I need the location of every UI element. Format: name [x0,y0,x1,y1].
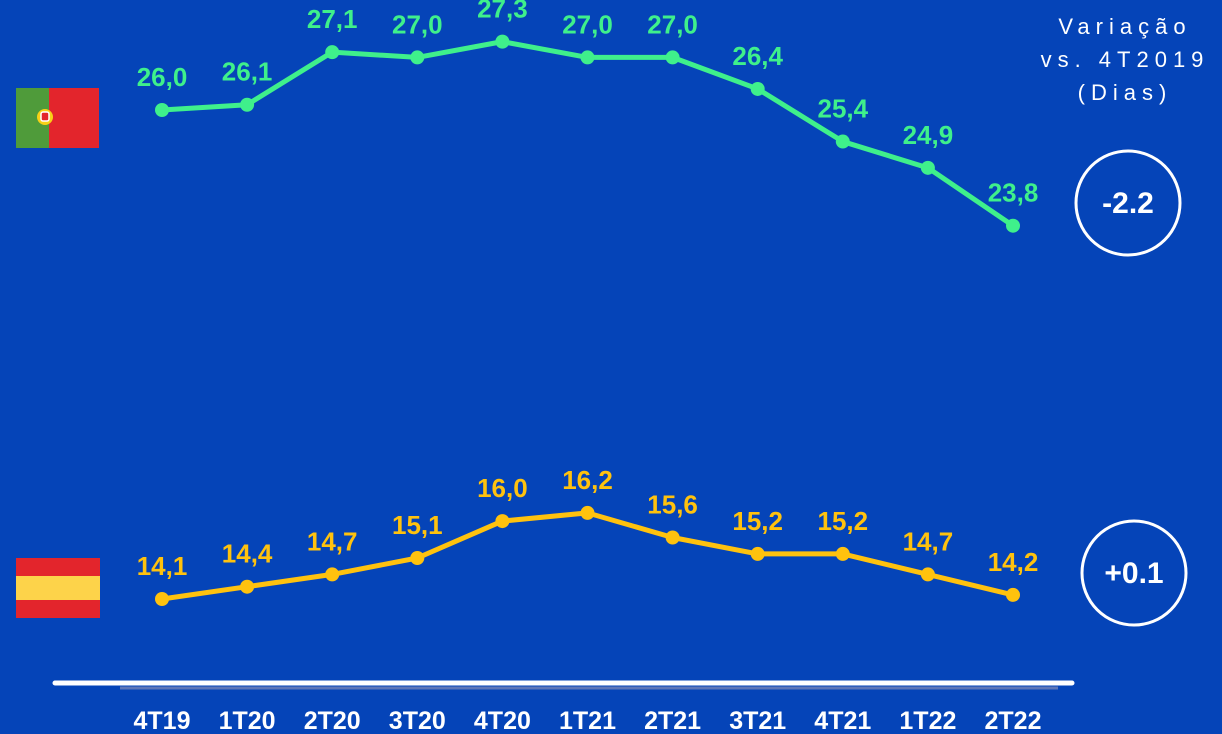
data-point [155,592,169,606]
data-point [155,103,169,117]
data-label: 16,2 [562,465,613,495]
data-label: 26,4 [732,41,783,71]
x-tick-label: 2T21 [644,707,701,734]
data-point [665,50,680,65]
data-point [410,50,425,65]
data-label: 24,9 [903,120,954,150]
data-point [750,81,765,96]
data-point [325,567,340,582]
data-point [325,45,340,60]
data-point [920,160,935,175]
data-label: 27,0 [392,9,443,39]
data-label: 26,0 [137,62,188,92]
data-label: 15,2 [817,506,868,536]
data-point [580,505,595,520]
data-point [410,551,425,565]
x-tick-label: 1T20 [219,707,276,734]
data-label: 25,4 [817,94,868,124]
portugal-variation-badge: -2.2 [1074,149,1182,257]
data-label: 16,0 [477,473,528,503]
data-label: 14,7 [307,526,358,556]
portugal-variation-value: -2.2 [1102,187,1154,220]
x-tick-label: 3T20 [389,707,446,734]
spain-variation-badge: +0.1 [1080,519,1188,627]
x-tick-label: 4T21 [814,707,871,734]
data-point [750,546,765,561]
x-tick-label: 1T22 [899,707,956,734]
spain-variation-value: +0.1 [1104,557,1163,590]
data-label: 14,7 [903,526,954,556]
data-point [580,50,595,65]
series-line [161,39,1015,228]
x-tick-label: 2T22 [985,707,1042,734]
data-label: 27,3 [477,0,528,24]
variation-header-line1: Variação [1058,14,1192,39]
data-label: 15,1 [392,510,443,540]
x-tick-label: 3T21 [729,707,786,734]
x-tick-label: 1T21 [559,707,616,734]
data-point [495,514,510,529]
data-label: 15,6 [647,490,698,520]
series-spain: 14,1 14,4 14,7 15,1 16,0 16,2 15,6 15,2 15,2 14,7… [137,465,1039,606]
x-tick-label: 4T19 [134,707,191,734]
data-point [1006,218,1020,233]
variation-header: Variação vs. 4T2019 (Dias) [1010,10,1222,109]
portugal-flag-icon [16,88,99,148]
data-label: 14,1 [137,551,188,581]
spain-flag-icon [16,558,100,618]
series-portugal: 26,0 26,1 27,1 27,0 27,3 27,0 27,0 26,4 25,4 24,9… [137,0,1039,233]
data-label: 26,1 [222,57,273,87]
data-point [1006,587,1020,602]
data-label: 27,0 [647,9,698,39]
data-point [240,97,255,112]
data-point [835,546,850,561]
variation-header-line2: vs. 4T2019 [1040,47,1210,72]
data-point [835,134,850,149]
data-label: 14,4 [222,539,273,569]
data-point [665,530,680,545]
data-point [495,34,510,49]
data-label: 15,2 [732,506,783,536]
data-label: 27,1 [307,4,358,34]
variation-header-line3: (Dias) [1077,80,1173,105]
series-line [161,510,1014,602]
data-label: 14,2 [988,547,1039,577]
data-point [920,567,935,582]
data-point [240,579,255,594]
x-tick-label: 2T20 [304,707,361,734]
x-tick-label: 4T20 [474,707,531,734]
data-label: 23,8 [988,178,1039,208]
data-label: 27,0 [562,9,613,39]
